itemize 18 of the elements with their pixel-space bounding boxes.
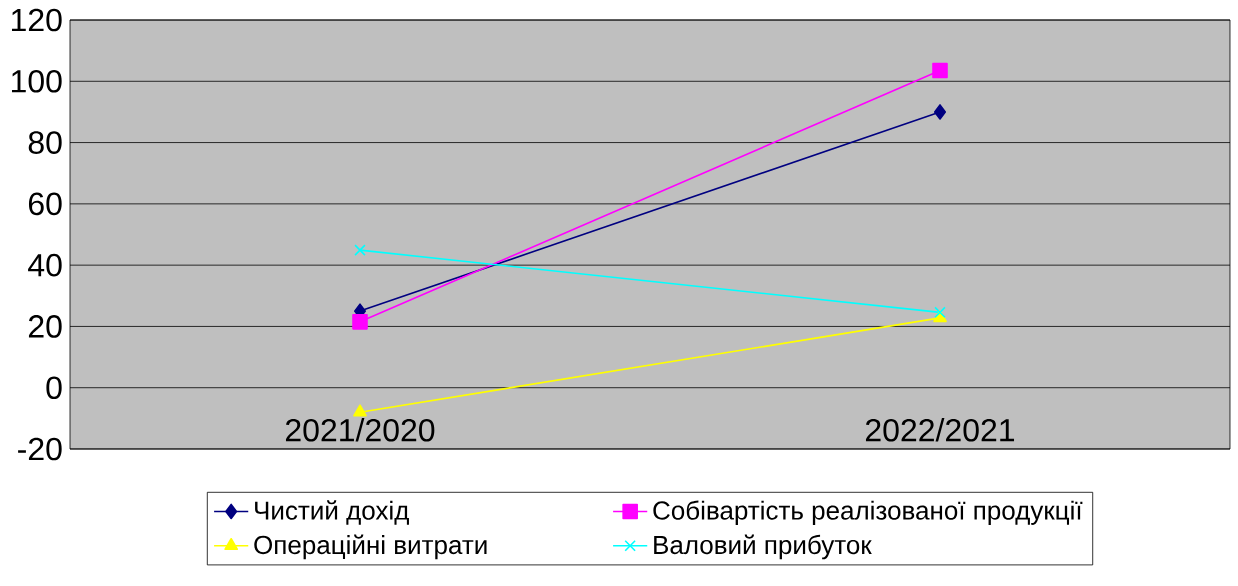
point — [352, 314, 368, 330]
x-tick-label: 2021/2020 — [285, 418, 435, 442]
point — [933, 104, 947, 120]
y-tick-label: -20 — [18, 437, 62, 461]
point — [354, 244, 366, 256]
y-tick-label: 20 — [28, 315, 62, 338]
legend-label: Валовий прибуток — [654, 534, 872, 560]
y-tick-label: 120 — [12, 8, 62, 32]
y-tick-label: 100 — [12, 69, 62, 93]
y-tick-label: 60 — [28, 192, 62, 216]
y-tick-label: 40 — [28, 253, 62, 277]
x-tick-label: 2022/2021 — [865, 418, 1015, 442]
y-tick-label: 80 — [28, 131, 62, 154]
legend-label: Чистий дохід — [255, 500, 409, 525]
legend-label: Собівартість реалізованої продукції — [653, 500, 1083, 525]
y-tick-label: 0 — [46, 376, 62, 400]
legend-label: Операційні витрати — [254, 534, 487, 560]
point — [932, 62, 948, 79]
